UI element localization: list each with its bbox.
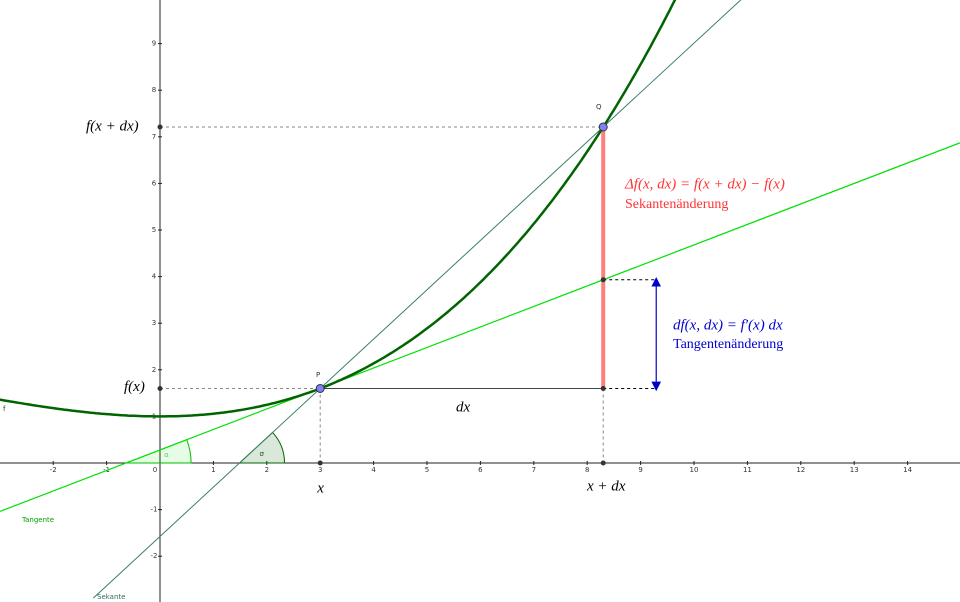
point (317, 460, 323, 466)
label: x + dx (586, 478, 626, 494)
point (157, 385, 163, 391)
label: Tangente (21, 516, 54, 524)
y-tick-label: 8 (152, 86, 156, 94)
label: f(x) (124, 379, 145, 395)
function-curve (0, 0, 677, 418)
x-tick-label: 3 (318, 466, 322, 474)
label: f(x + dx) (86, 118, 139, 134)
angle-label: σ (260, 450, 265, 458)
point (600, 385, 606, 391)
x-tick-label: 8 (585, 466, 589, 474)
x-tick-label: 1 (211, 466, 215, 474)
y-tick-label: 2 (152, 366, 156, 374)
x-tick-label: 9 (638, 466, 642, 474)
x-tick-label: -2 (50, 466, 57, 474)
label: Sekantenänderung (625, 197, 728, 212)
label: dx (456, 399, 471, 415)
point (600, 460, 606, 466)
x-tick-label: 11 (743, 466, 752, 474)
x-tick-label: 2 (265, 466, 269, 474)
angle (238, 431, 286, 464)
label: df(x, dx) = f′(x) dx (673, 317, 783, 333)
x-tick-label: 5 (425, 466, 429, 474)
point-P (315, 383, 325, 393)
y-tick-label: 7 (152, 133, 156, 141)
label: x (316, 480, 324, 496)
y-tick-label: 9 (152, 40, 156, 48)
angle-label: α (164, 451, 169, 459)
y-tick-label: 5 (152, 226, 156, 234)
y-tick-label: 3 (152, 319, 156, 327)
secant-line (92, 0, 742, 599)
label: Δf(x, dx) = f(x + dx) − f(x) (624, 176, 785, 192)
y-tick-label: 6 (152, 179, 157, 187)
tangent-line (0, 142, 960, 513)
x-tick-label: 0 (153, 466, 157, 474)
point (157, 124, 163, 130)
label: P (316, 371, 320, 379)
label: f (3, 405, 6, 413)
label: Sekante (97, 593, 125, 601)
x-tick-label: 7 (532, 466, 536, 474)
label: Q (596, 103, 602, 111)
y-tick-label: -1 (151, 506, 158, 514)
x-tick-label: 6 (478, 466, 483, 474)
x-tick-label: 14 (903, 466, 912, 474)
x-tick-label: 10 (690, 466, 699, 474)
x-tick-label: 12 (796, 466, 805, 474)
x-tick-label: 4 (371, 466, 376, 474)
y-tick-label: -2 (151, 552, 158, 560)
x-tick-label: 13 (850, 466, 859, 474)
label: Tangentenänderung (673, 337, 783, 352)
point (600, 277, 606, 283)
y-tick-label: 4 (152, 273, 157, 281)
point-Q (598, 122, 608, 132)
